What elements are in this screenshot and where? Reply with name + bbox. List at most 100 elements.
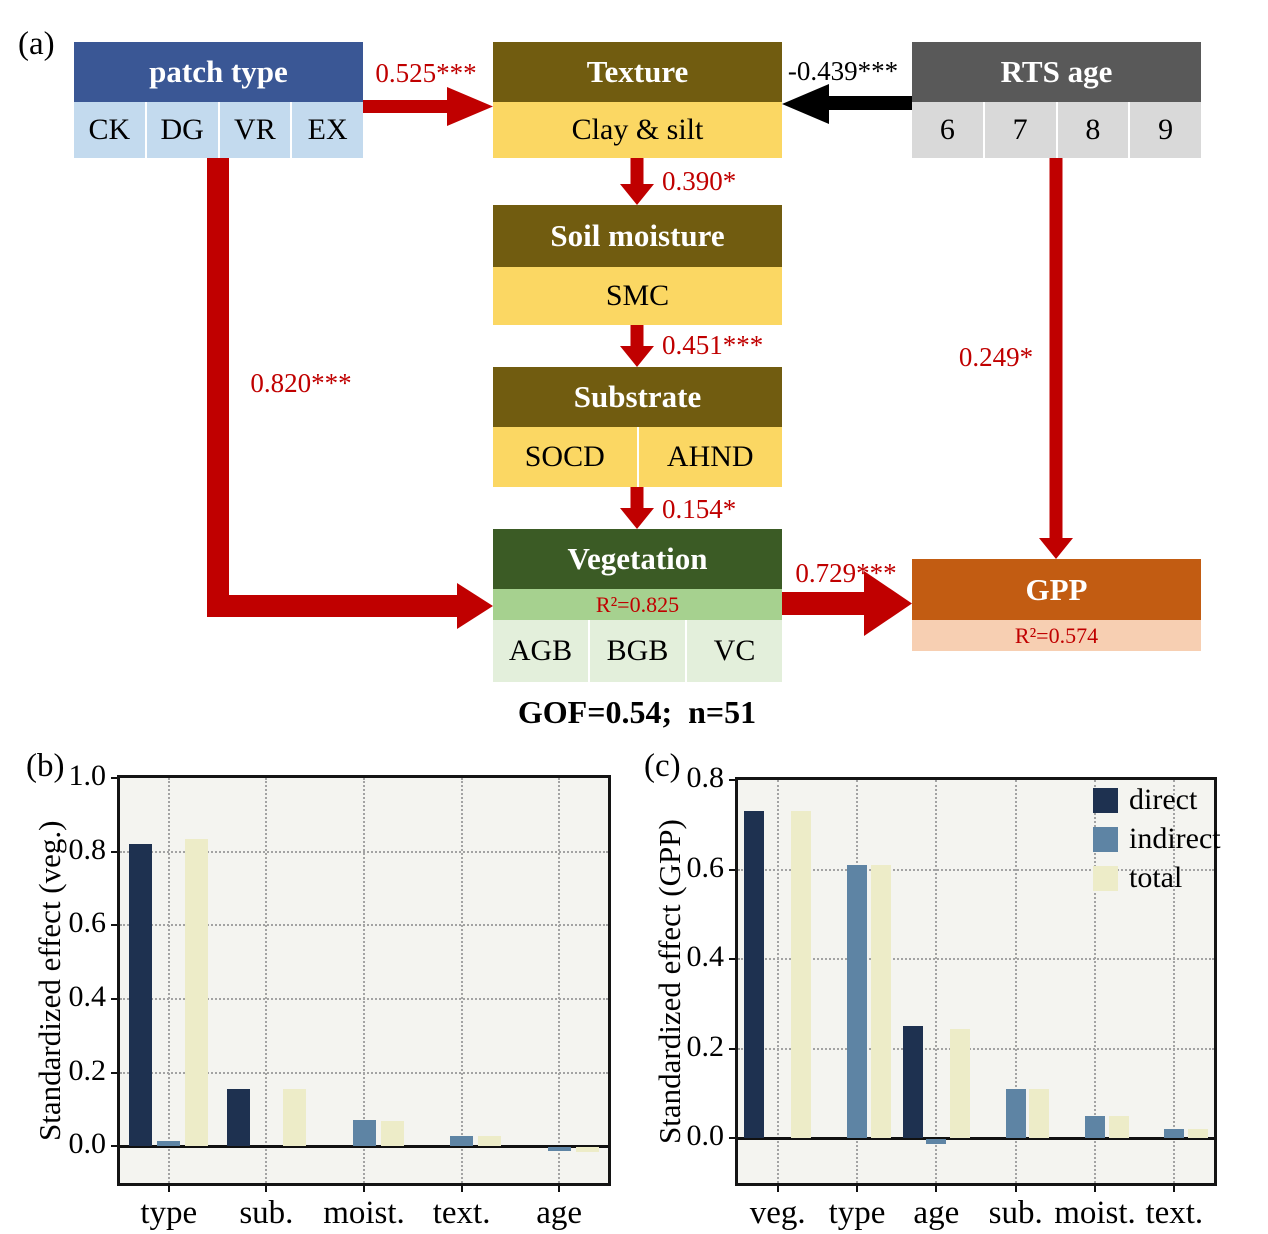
gridline-vertical	[460, 778, 463, 1183]
bar-indirect-sub	[1005, 1088, 1026, 1139]
bar-total-moist	[380, 1121, 404, 1147]
bar-total-moist	[1108, 1115, 1129, 1139]
bar-indirect-age	[547, 1147, 571, 1151]
substrate-cells: SOCD AHND	[493, 427, 782, 487]
vegetation-cell-bgb: BGB	[590, 620, 685, 682]
bar-total-text	[1187, 1129, 1208, 1139]
path-label-vegetation-to-gpp: 0.729***	[795, 558, 897, 588]
x-tick-label: type	[828, 1195, 886, 1231]
gridline-horizontal	[738, 1047, 1214, 1050]
y-tick-label: 1.0	[68, 759, 107, 792]
y-tick-label: 0.8	[68, 832, 107, 866]
patch-type-cell-vr: VR	[219, 102, 291, 158]
gridline-horizontal	[738, 958, 1214, 961]
x-tick-label: moist.	[323, 1195, 405, 1231]
y-axis-tick	[111, 924, 120, 927]
y-tick-label: 0.2	[686, 1029, 725, 1063]
y-tick-label: 0.6	[686, 850, 725, 884]
soil-moisture-cells: SMC	[493, 267, 782, 325]
gpp-header: GPP	[912, 559, 1201, 620]
y-axis-tick	[729, 958, 738, 961]
substrate-cell-socd: SOCD	[493, 427, 637, 487]
y-axis-tick	[111, 850, 120, 853]
gridline-horizontal	[120, 850, 608, 853]
x-tick-label: moist.	[1054, 1195, 1136, 1231]
sem-arrows-svg	[207, 84, 1073, 636]
y-axis-label: Standardized effect (GPP)	[652, 819, 687, 1144]
legend-swatch-indirect	[1093, 827, 1118, 852]
y-tick-label: 0.0	[68, 1127, 107, 1161]
y-axis-tick	[111, 777, 120, 779]
panel-c-label: (c)	[644, 748, 681, 784]
bar-total-sub	[282, 1089, 306, 1147]
bar-total-text	[478, 1136, 502, 1147]
bar-total-age	[575, 1147, 599, 1152]
arrow-texture-to-moisture	[620, 158, 654, 205]
y-axis-tick	[111, 1145, 120, 1148]
x-axis-tick	[363, 1183, 365, 1192]
x-axis-tick	[265, 1183, 268, 1192]
patch-type-cells: CK DG VR EX	[74, 102, 363, 158]
y-tick-label: 0.6	[68, 906, 107, 940]
bar-total-age	[949, 1028, 970, 1139]
x-axis-tick	[558, 1183, 561, 1192]
arrow-age-to-texture	[782, 84, 912, 124]
x-tick-label: text.	[432, 1195, 491, 1231]
soil-moisture-header: Soil moisture	[493, 205, 782, 267]
y-axis-label: Standardized effect (veg.)	[32, 820, 67, 1141]
gridline-horizontal	[738, 868, 1214, 871]
gridline-horizontal	[120, 924, 608, 927]
x-tick-label: type	[140, 1195, 198, 1231]
arrow-vegetation-to-gpp	[780, 571, 912, 636]
patch-type-box: patch type CK DG VR EX	[74, 42, 363, 158]
gridline-vertical	[363, 778, 365, 1183]
x-tick-label: text.	[1145, 1195, 1204, 1231]
gpp-r2-strip: R²=0.574	[912, 620, 1201, 651]
legend-label-indirect: indirect	[1129, 822, 1221, 855]
gridline-vertical	[167, 778, 170, 1183]
vegetation-cells: AGB BGB VC	[493, 620, 782, 682]
gridline-vertical	[1173, 780, 1176, 1183]
bar-direct-sub	[226, 1089, 250, 1147]
patch-type-cell-ex: EX	[292, 102, 363, 158]
x-tick-label: sub.	[988, 1195, 1043, 1231]
patch-type-cell-ck: CK	[74, 102, 145, 158]
substrate-box: Substrate SOCD AHND	[493, 367, 782, 487]
path-label-patch-to-vegetation: 0.820***	[250, 368, 352, 398]
rts-age-box: RTS age 6 7 8 9	[912, 42, 1201, 158]
legend-label-direct: direct	[1129, 783, 1198, 816]
gridline-vertical	[935, 780, 938, 1183]
legend-swatch-direct	[1093, 788, 1118, 813]
arrow-patch-to-texture	[363, 87, 493, 126]
rts-age-cell-7: 7	[984, 102, 1056, 158]
bar-total-veg	[791, 811, 812, 1139]
x-tick-label: veg.	[749, 1195, 806, 1231]
bar-indirect-moist	[1085, 1115, 1105, 1139]
rts-age-cells: 6 7 8 9	[912, 102, 1201, 158]
legend-label-total: total	[1129, 861, 1183, 894]
texture-box: Texture Clay & silt	[493, 42, 782, 158]
x-tick-label: age	[913, 1195, 960, 1231]
bar-indirect-text	[450, 1136, 474, 1147]
texture-cell-clay-silt: Clay & silt	[493, 102, 782, 158]
patch-type-header: patch type	[74, 42, 363, 102]
bar-total-type	[185, 838, 209, 1147]
gridline-vertical	[265, 778, 268, 1183]
path-label-patch-to-texture: 0.525***	[375, 58, 477, 88]
x-axis-tick	[460, 1183, 463, 1192]
y-axis-tick	[729, 1137, 738, 1140]
y-axis-tick	[729, 868, 738, 871]
gridline-horizontal	[120, 997, 608, 1000]
x-axis-tick	[856, 1183, 858, 1192]
gpp-box: GPP R²=0.574	[912, 559, 1201, 651]
rts-age-cell-8: 8	[1057, 102, 1129, 158]
y-axis-tick	[111, 1071, 120, 1074]
bar-indirect-age	[926, 1139, 947, 1144]
y-tick-label: 0.4	[686, 940, 725, 974]
y-axis-tick	[729, 1047, 738, 1050]
texture-header: Texture	[493, 42, 782, 102]
rts-age-cell-6: 6	[912, 102, 983, 158]
y-tick-label: 0.4	[68, 979, 107, 1013]
bar-direct-age	[902, 1026, 923, 1139]
path-label-age-to-texture: -0.439***	[787, 56, 899, 86]
